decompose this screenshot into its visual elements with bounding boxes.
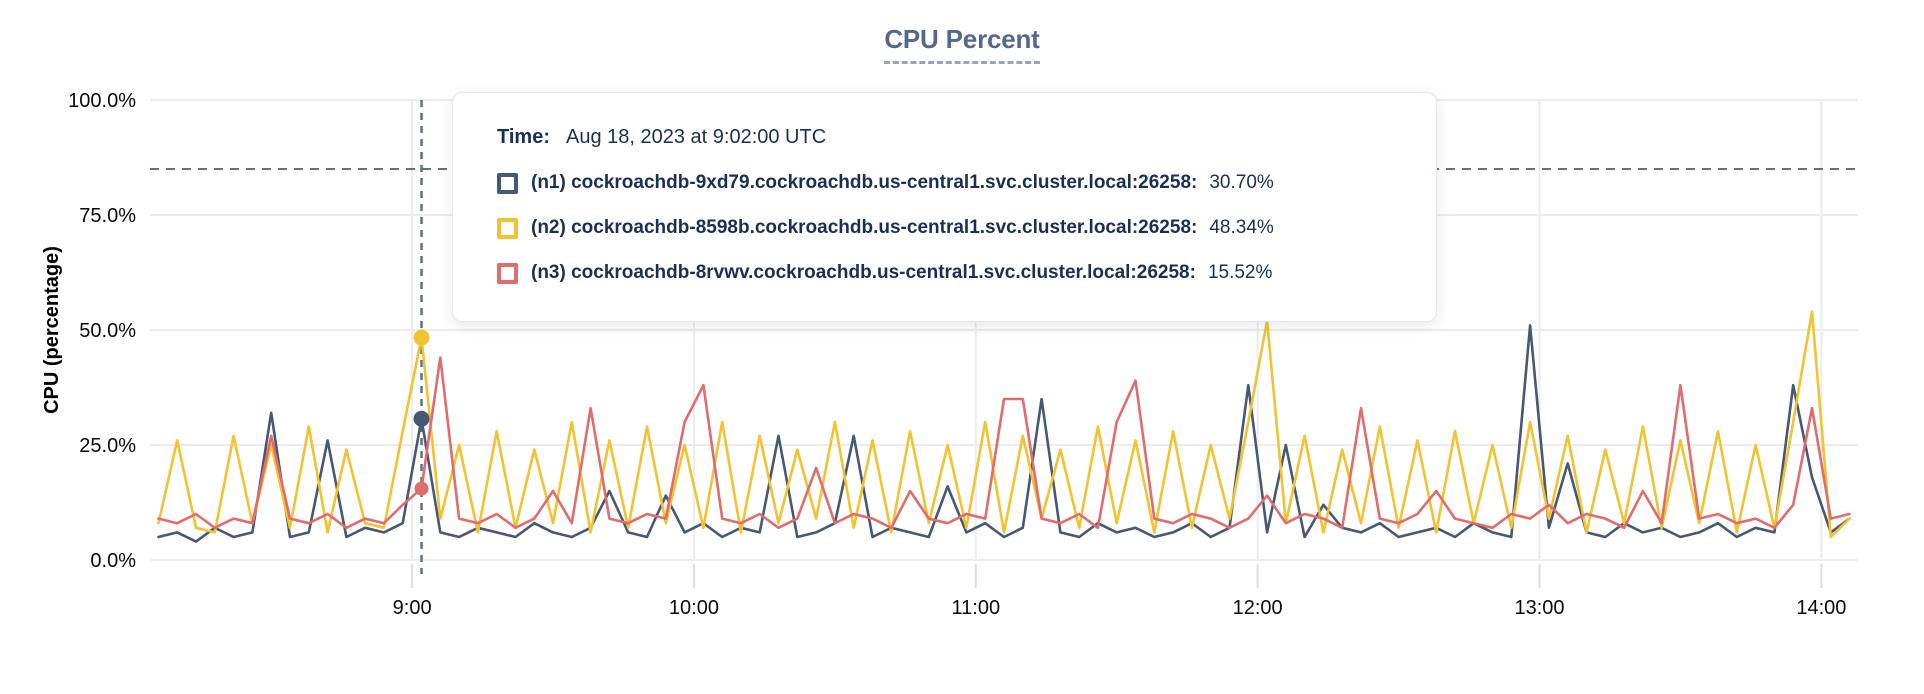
tooltip-series-name: (n1) cockroachdb-9xd79.cockroachdb.us-ce… xyxy=(531,172,1198,193)
hover-point-dot xyxy=(414,481,429,496)
tooltip-series-row: (n2) cockroachdb-8598b.cockroachdb.us-ce… xyxy=(497,216,1406,240)
tooltip-time-value: Aug 18, 2023 at 9:02:00 UTC xyxy=(565,126,827,148)
tooltip-series-value: 48.34% xyxy=(1209,217,1274,238)
hover-point-dot xyxy=(413,329,430,346)
tooltip-series-value: 15.52% xyxy=(1207,262,1273,283)
y-tick-label: 50.0% xyxy=(79,320,136,342)
y-tick-label: 75.0% xyxy=(79,205,136,227)
series-n3-swatch-icon xyxy=(497,262,518,284)
tooltip-time-label: Time: xyxy=(497,126,550,148)
x-tick-label: 10:00 xyxy=(669,597,719,619)
series-line xyxy=(157,324,1851,543)
chart-tooltip: Time: Aug 18, 2023 at 9:02:00 UTC (n1) co… xyxy=(452,92,1437,322)
hover-point-dot xyxy=(413,410,430,427)
tooltip-time-row: Time: Aug 18, 2023 at 9:02:00 UTC xyxy=(497,126,1406,149)
series-n2-swatch-icon xyxy=(497,217,518,239)
x-tick-label: 14:00 xyxy=(1796,597,1846,619)
series-line xyxy=(157,310,1851,539)
tooltip-series-row: (n1) cockroachdb-9xd79.cockroachdb.us-ce… xyxy=(497,171,1406,195)
x-tick-label: 12:00 xyxy=(1233,597,1283,619)
x-tick-label: 9:00 xyxy=(393,597,432,619)
chart-title-wrap: CPU Percent xyxy=(0,24,1924,64)
y-tick-label: 25.0% xyxy=(79,435,136,457)
tooltip-series-name: (n3) cockroachdb-8rvwv.cockroachdb.us-ce… xyxy=(531,262,1196,283)
y-tick-label: 100.0% xyxy=(68,90,136,112)
y-axis-title: CPU (percentage) xyxy=(41,246,63,414)
tooltip-series-value: 30.70% xyxy=(1209,172,1274,193)
chart-title[interactable]: CPU Percent xyxy=(884,24,1040,64)
tooltip-series-name: (n2) cockroachdb-8598b.cockroachdb.us-ce… xyxy=(531,217,1198,238)
series-line xyxy=(157,356,1851,530)
y-tick-label: 0.0% xyxy=(90,550,136,572)
series-n1-swatch-icon xyxy=(497,172,518,194)
x-tick-label: 13:00 xyxy=(1514,597,1564,619)
tooltip-series-row: (n3) cockroachdb-8rvwv.cockroachdb.us-ce… xyxy=(497,261,1406,285)
x-tick-label: 11:00 xyxy=(952,597,1001,619)
